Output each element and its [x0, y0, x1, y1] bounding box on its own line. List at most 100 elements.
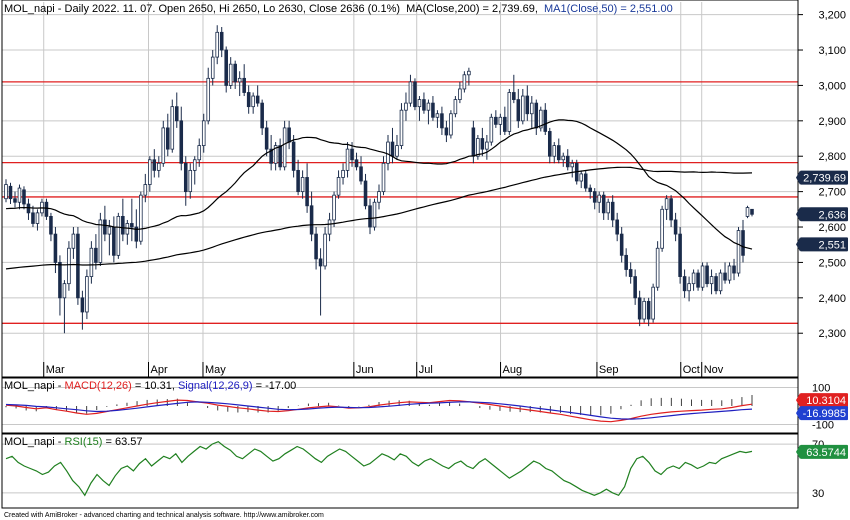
candle-5 — [26, 198, 31, 220]
candle-body-34 — [157, 162, 161, 171]
candle-body-159 — [718, 272, 723, 292]
candle-body-61 — [278, 145, 282, 168]
candle-16 — [76, 227, 80, 305]
macd-badge: 10.3104 — [796, 393, 848, 408]
candle-155 — [700, 262, 705, 291]
candle-body-26 — [121, 215, 125, 235]
candle-165 — [745, 205, 750, 219]
candle-146 — [660, 205, 664, 252]
candle-body-90 — [408, 81, 413, 104]
candle-body-143 — [646, 300, 651, 320]
candle-116 — [525, 85, 530, 121]
price-ytick-label-4: 2,800 — [818, 151, 846, 163]
candle-body-113 — [512, 92, 516, 100]
ma50-badge-value: 2,551 — [818, 239, 846, 251]
candle-body-14 — [67, 247, 71, 285]
candle-43 — [197, 138, 202, 167]
candle-83 — [377, 184, 381, 210]
candle-76 — [345, 142, 350, 178]
candle-body-148 — [669, 198, 673, 221]
candle-body-164 — [741, 230, 745, 256]
candle-95 — [431, 96, 435, 121]
candle-87 — [395, 134, 399, 160]
candle-124 — [561, 152, 566, 167]
candle-body-93 — [422, 99, 426, 111]
candle-68 — [309, 191, 314, 242]
candle-98 — [444, 120, 449, 143]
candle-44 — [201, 113, 206, 153]
macd-badges: 10.3104-16.9985 — [796, 393, 848, 421]
price-xtick-label-2: May — [205, 364, 226, 376]
macd-pane: 100 -100 MOL_napi - MACD(12,26) = 10.31, … — [1, 377, 848, 434]
candle-163 — [736, 227, 741, 277]
candle-50 — [228, 57, 233, 89]
candle-body-42 — [192, 159, 197, 171]
candle-body-138 — [624, 254, 628, 270]
candle-92 — [417, 96, 422, 121]
candle-101 — [458, 81, 462, 104]
macd-ytick-label-0: 100 — [812, 383, 830, 395]
candle-35 — [161, 120, 166, 167]
candle-38 — [174, 92, 179, 128]
candle-body-106 — [480, 138, 485, 150]
candle-body-77 — [350, 148, 354, 161]
candle-body-29 — [134, 226, 139, 242]
candle-97 — [440, 106, 444, 135]
candle-body-22 — [103, 219, 107, 235]
signal-badge: -16.9985 — [796, 406, 848, 421]
candle-body-56 — [255, 95, 260, 104]
candle-body-130 — [588, 187, 593, 193]
candle-body-73 — [332, 194, 336, 221]
candle-body-3 — [17, 187, 22, 203]
candle-body-17 — [80, 297, 85, 313]
candle-82 — [372, 198, 377, 231]
candle-30 — [139, 191, 143, 245]
candle-body-67 — [305, 177, 309, 207]
rsi-header-part-0: MOL_napi - — [4, 436, 65, 448]
macd-badge-value: 10.3104 — [806, 395, 846, 407]
candle-81 — [368, 198, 372, 235]
candle-134 — [606, 198, 610, 220]
rsi-badges: 63.5744 — [796, 444, 848, 459]
candle-body-41 — [188, 169, 193, 193]
candle-body-118 — [534, 102, 539, 129]
candle-140 — [633, 269, 637, 305]
candle-70 — [318, 248, 323, 316]
candle-body-95 — [431, 102, 435, 118]
macd-pane-border — [1, 377, 799, 434]
candle-158 — [714, 273, 718, 295]
price-badges: 2,739.69 2,636 2,551 — [796, 170, 848, 252]
candle-88 — [399, 103, 404, 150]
candle-51 — [233, 60, 237, 89]
candle-body-80 — [363, 180, 368, 207]
candle-body-128 — [579, 173, 584, 182]
candle-106 — [480, 127, 485, 157]
candle-164 — [741, 219, 745, 263]
candle-body-136 — [615, 219, 619, 235]
rsi-header-part-2: = 63.57 — [102, 436, 142, 448]
candle-119 — [538, 106, 543, 132]
candle-67 — [305, 163, 309, 213]
candle-body-98 — [444, 127, 449, 136]
candle-body-108 — [489, 116, 494, 143]
macd-y-axis: 100 -100 — [812, 383, 834, 432]
candle-body-123 — [556, 145, 561, 161]
candle-33 — [152, 149, 157, 178]
candle-14 — [67, 241, 71, 291]
candle-body-134 — [606, 201, 610, 214]
price-xtick-label-6: Sep — [599, 364, 619, 376]
candlesticks — [4, 25, 754, 334]
price-ytick-label-8: 2,400 — [818, 293, 846, 305]
price-xtick-label-3: Jun — [356, 364, 374, 376]
candle-body-81 — [368, 205, 372, 228]
candle-body-38 — [174, 106, 179, 122]
ma50-badge: 2,551 — [796, 237, 848, 252]
price-xtick-label-8: Nov — [704, 364, 724, 376]
candle-body-12 — [58, 262, 62, 299]
price-xtick-label-5: Aug — [503, 364, 523, 376]
macd-badge-bg — [800, 393, 848, 408]
candle-135 — [610, 195, 615, 228]
ma200-label: MA(Close,200) = 2,739.69, — [406, 3, 538, 15]
candle-120 — [543, 103, 548, 135]
candle-body-97 — [440, 113, 444, 129]
